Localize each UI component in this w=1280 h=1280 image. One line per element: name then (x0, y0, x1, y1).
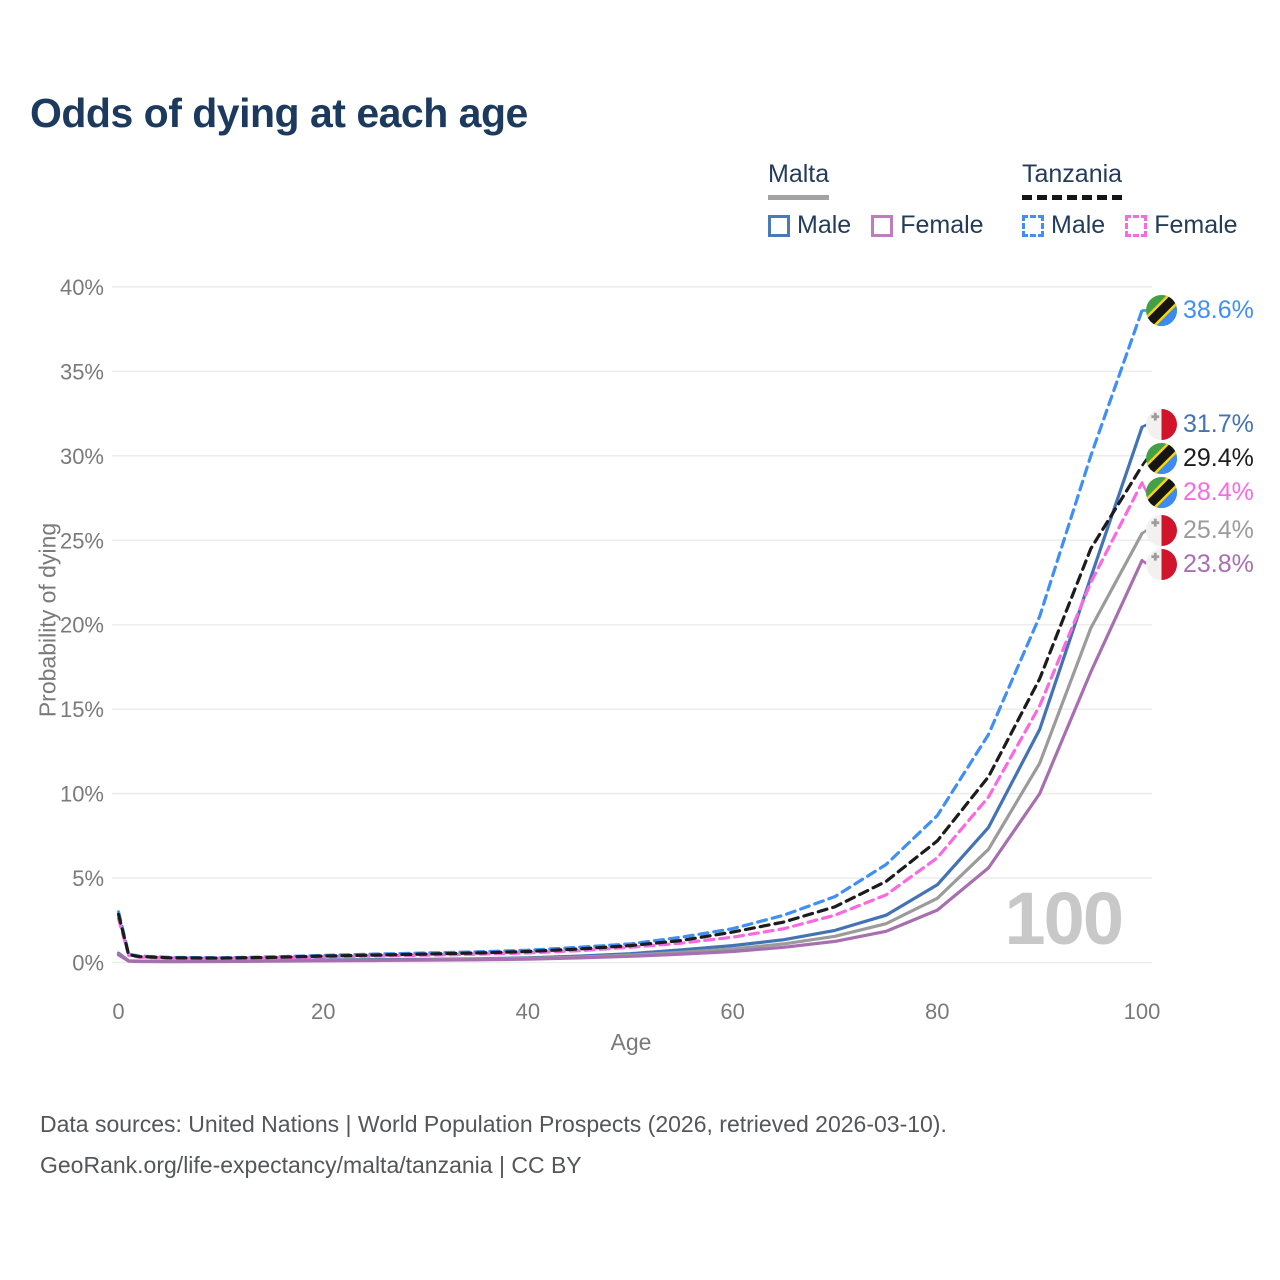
end-label-malta-female: 23.8% (1146, 548, 1254, 580)
y-tick-label: 30% (60, 444, 104, 469)
legend-group-malta: Malta Male Female (768, 160, 984, 240)
x-tick-label: 80 (925, 999, 949, 1024)
end-label-value: 28.4% (1183, 478, 1254, 507)
x-axis-title: Age (610, 1029, 652, 1055)
y-axis-title: Probability of dying (34, 522, 61, 718)
x-tick-label: 0 (112, 999, 124, 1024)
legend-swatch-malta-male[interactable] (768, 214, 790, 237)
x-tick-label: 100 (1124, 999, 1161, 1024)
legend-tanzania-female-label[interactable]: Female (1154, 211, 1238, 239)
series-line-tanzania-male (116, 308, 1144, 960)
legend-tanzania-items: Male Female (1022, 211, 1238, 240)
series-line-malta-male (116, 425, 1144, 963)
y-tick-label: 5% (72, 866, 104, 891)
end-label-value: 29.4% (1183, 444, 1254, 473)
tanzania-flag-icon (1146, 443, 1177, 475)
legend-swatch-tanzania-male[interactable] (1022, 214, 1044, 237)
series-line-tanzania-female (116, 481, 1144, 961)
legend-malta-header[interactable]: Malta (768, 160, 830, 200)
source-note-line1: Data sources: United Nations | World Pop… (40, 1111, 947, 1137)
x-tick-label: 60 (720, 999, 744, 1024)
y-tick-label: 15% (60, 697, 104, 722)
source-note-line2: GeoRank.org/life-expectancy/malta/tanzan… (40, 1152, 582, 1178)
end-label-value: 25.4% (1183, 515, 1254, 544)
malta-flag-icon (1146, 409, 1177, 441)
end-label-tanzania-female: 28.4% (1146, 477, 1254, 509)
tanzania-flag-icon (1146, 295, 1177, 327)
y-tick-label: 35% (60, 359, 104, 384)
legend-malta-male-label[interactable]: Male (797, 211, 852, 239)
legend-malta-female-label[interactable]: Female (900, 211, 984, 239)
y-tick-label: 25% (60, 528, 104, 553)
y-tick-label: 10% (60, 782, 104, 807)
tanzania-flag-icon (1146, 477, 1177, 509)
end-label-value: 38.6% (1183, 296, 1254, 325)
end-label-malta-male: 31.7% (1146, 409, 1254, 441)
end-label-tanzania-both: 29.4% (1146, 443, 1254, 475)
legend-group-tanzania: Tanzania Male Female (1022, 160, 1238, 240)
source-note: Data sources: United Nations | World Pop… (40, 1104, 947, 1186)
y-tick-label: 0% (72, 951, 104, 976)
series-line-malta-both (116, 531, 1144, 964)
legend-tanzania-male-label[interactable]: Male (1051, 211, 1106, 239)
x-tick-label: 40 (516, 999, 540, 1024)
end-label-value: 31.7% (1183, 410, 1254, 439)
y-tick-label: 40% (60, 275, 104, 300)
series-line-tanzania-both (116, 464, 1144, 960)
end-label-malta-both: 25.4% (1146, 514, 1254, 546)
y-tick-label: 20% (60, 613, 104, 638)
x-tick-label: 20 (311, 999, 335, 1024)
age-counter-watermark: 100 (1004, 877, 1124, 960)
malta-flag-icon (1146, 514, 1177, 546)
legend-tanzania-header[interactable]: Tanzania (1022, 160, 1123, 200)
series-line-malta-female (116, 558, 1144, 964)
legend-malta-items: Male Female (768, 211, 984, 240)
page-title: Odds of dying at each age (30, 90, 528, 136)
legend-swatch-malta-female[interactable] (871, 214, 894, 237)
legend-swatch-tanzania-female[interactable] (1125, 214, 1148, 237)
end-label-value: 23.8% (1183, 549, 1254, 578)
legend-malta-label[interactable]: Malta (768, 160, 830, 200)
malta-flag-icon (1146, 548, 1177, 580)
end-label-tanzania-male: 38.6% (1146, 295, 1254, 327)
legend-tanzania-label[interactable]: Tanzania (1022, 160, 1123, 200)
